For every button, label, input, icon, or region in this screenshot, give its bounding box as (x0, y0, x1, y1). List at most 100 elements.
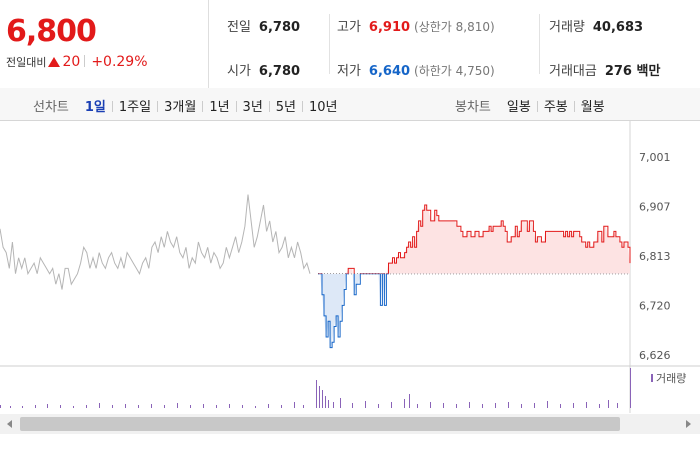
period-1y[interactable]: 1년 (209, 100, 230, 115)
volume-bar (60, 405, 61, 408)
today-series (318, 204, 631, 349)
period-5y[interactable]: 5년 (275, 100, 297, 115)
volume-bar (35, 405, 36, 408)
candle-weekly[interactable]: 주봉 (543, 100, 568, 115)
volume-bar (319, 386, 320, 408)
info-col-1: 전일 6,780 시가 6,780 (227, 0, 327, 88)
volume-bar (177, 403, 178, 408)
period-3y[interactable]: 3년 (242, 100, 263, 115)
volume-bar (316, 380, 317, 408)
prev-close-value: 6,780 (258, 20, 301, 35)
period-10y[interactable]: 10년 (309, 100, 338, 115)
up-fill (318, 205, 630, 274)
volume-bar (112, 405, 113, 408)
today-line-up (318, 204, 631, 274)
info-col-3: 거래량 40,683 거래대금 276 백만 (549, 0, 699, 88)
volume-bar (303, 405, 304, 408)
volume-bar (328, 400, 329, 408)
volume-bar (573, 403, 574, 408)
volume-bar (47, 404, 48, 408)
volume-bar (521, 404, 522, 408)
y-tick-label: 7,001 (639, 151, 671, 164)
change-info: 전일대비 20 +0.29% (6, 54, 148, 70)
open-value: 6,780 (258, 64, 301, 79)
candle-monthly[interactable]: 월봉 (580, 100, 605, 115)
price-box: 6,800 전일대비 20 +0.29% (0, 0, 209, 88)
volume-bar (242, 405, 243, 408)
y-tick-label: 6,626 (639, 349, 671, 362)
period-3m[interactable]: 3개월 (164, 100, 197, 115)
change-label: 전일대비 (6, 56, 47, 69)
volume-bar (268, 404, 269, 408)
y-tick-label: 6,907 (639, 201, 671, 214)
volume-bar (508, 402, 509, 408)
volume-bar (10, 406, 11, 408)
open-label: 시가 (227, 64, 251, 79)
volume-value: 40,683 (592, 20, 644, 35)
high-value: 6,910 (368, 20, 411, 35)
change-value: 20 (62, 54, 81, 70)
period-1d[interactable]: 1일 (84, 100, 106, 115)
volume-bar (340, 398, 341, 408)
volume-bar (164, 405, 165, 408)
volume-bar (216, 405, 217, 408)
scroll-left-icon[interactable] (2, 414, 18, 434)
volume-bar (534, 403, 535, 408)
current-price: 6,800 (6, 14, 97, 49)
volume-bar (151, 404, 152, 408)
volume-bar (456, 404, 457, 408)
line-chart-label: 선차트 (33, 100, 69, 115)
volume-bar (630, 368, 631, 408)
divider (329, 14, 330, 74)
upper-limit: (상한가 8,810) (414, 20, 495, 34)
candle-chart-label: 봉차트 (455, 100, 491, 115)
prev-day-series (0, 194, 311, 290)
high-label: 고가 (337, 20, 361, 35)
volume-bar (294, 402, 295, 408)
quote-header: 6,800 전일대비 20 +0.29% 전일 6,780 시가 6,780 고가 6,9… (0, 0, 700, 89)
change-rate: +0.29% (91, 54, 148, 70)
volume-bar (495, 403, 496, 408)
period-1w[interactable]: 1주일 (118, 100, 152, 115)
y-tick-label: 6,813 (639, 250, 671, 263)
volume-bar (586, 402, 587, 408)
volume-bar (599, 404, 600, 408)
info-col-2: 고가 6,910 (상한가 8,810) 저가 6,640 (하한가 4,750) (337, 0, 537, 88)
volume-bar (86, 405, 87, 408)
volume-bar (547, 401, 548, 408)
volume-bar (281, 405, 282, 408)
volume-bar (404, 399, 405, 408)
volume-bar (365, 401, 366, 408)
lower-limit: (하한가 4,750) (414, 64, 495, 78)
volume-bar (443, 403, 444, 408)
up-triangle-icon (48, 57, 61, 67)
volume-bar (255, 406, 256, 408)
volume-bar (617, 403, 618, 408)
volume-bar (608, 400, 609, 408)
volume-bar (352, 403, 353, 408)
low-value: 6,640 (368, 64, 411, 79)
volume-legend-swatch (651, 374, 653, 382)
volume-bar (417, 404, 418, 408)
candle-daily[interactable]: 일봉 (506, 100, 531, 115)
prev-day-line (0, 194, 311, 290)
volume-bar (409, 394, 410, 408)
prev-close-label: 전일 (227, 20, 251, 35)
chart-toolbar: 선차트 1일 1주일 3개월 1년 3년 5년 10년 봉차트 일봉 주봉 월봉 (0, 88, 700, 121)
chart-scrollbar[interactable] (0, 414, 700, 434)
volume-bars: 거래량 (0, 368, 686, 408)
scroll-right-icon[interactable] (680, 414, 696, 434)
volume-bar (325, 396, 326, 408)
divider (539, 14, 540, 74)
volume-bar (469, 402, 470, 408)
y-axis: 7,001 6,907 6,813 6,720 6,626 (639, 151, 671, 362)
scroll-thumb[interactable] (20, 417, 620, 431)
volume-bar (125, 404, 126, 408)
volume-bar (0, 405, 1, 408)
price-chart: 7,001 6,907 6,813 6,720 6,626 거래량 (0, 121, 700, 413)
volume-label: 거래량 (549, 20, 585, 35)
line-chart-periods: 선차트 1일 1주일 3개월 1년 3년 5년 10년 (33, 96, 344, 115)
volume-bar (378, 404, 379, 408)
y-tick-label: 6,720 (639, 300, 671, 313)
